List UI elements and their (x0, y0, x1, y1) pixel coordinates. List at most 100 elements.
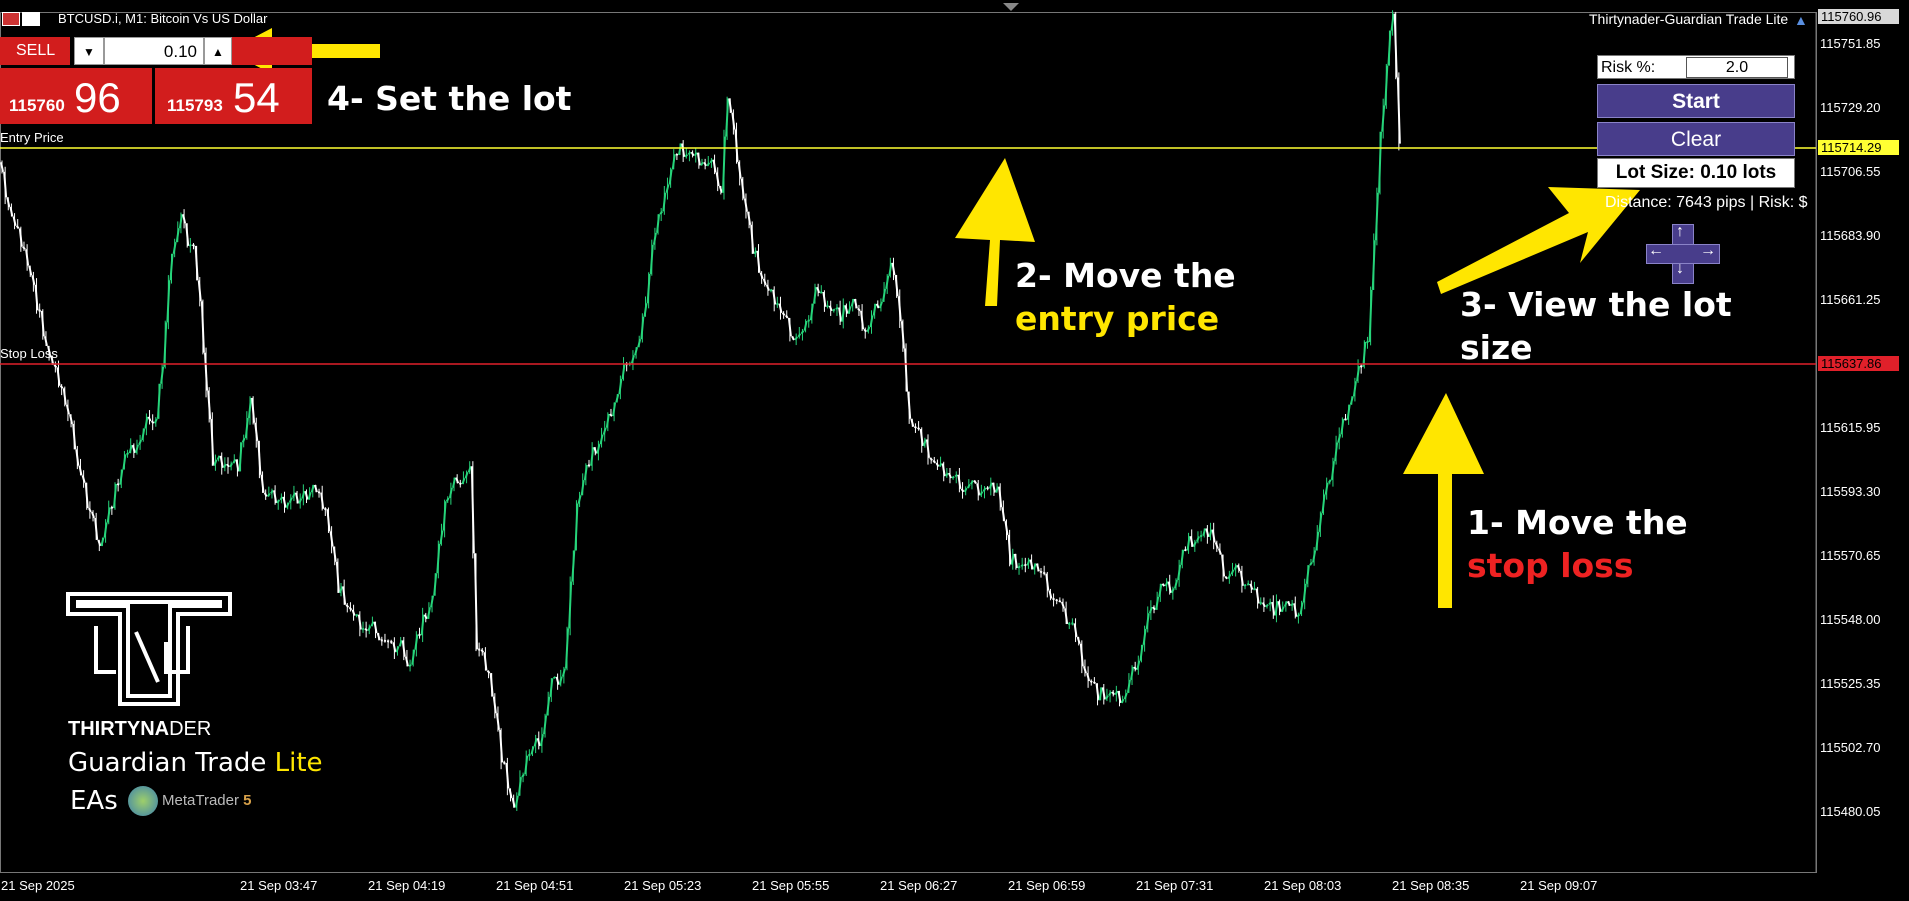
candle-body-up (1387, 30, 1392, 66)
candle-body-down (1042, 571, 1046, 575)
candle-body-down (185, 223, 190, 246)
step2-annotation-line1: 2- Move the (1015, 256, 1236, 295)
candle-body-up (1108, 691, 1112, 697)
candle-body-up (982, 487, 987, 493)
candle-body-down (88, 507, 92, 513)
candle-body-up (995, 486, 1000, 493)
candle-body-down (844, 304, 849, 314)
candle-body-up (866, 326, 871, 333)
candle-body-up (464, 471, 469, 479)
candle-body-down (750, 224, 755, 254)
candle-body-down (1111, 691, 1116, 696)
candle-body-down (304, 490, 309, 500)
chart-menu-icon[interactable] (2, 12, 20, 26)
arrow-down-icon[interactable]: ↓ (1676, 260, 1684, 277)
candle-body-down (894, 274, 899, 297)
candle-body-down (1029, 559, 1034, 570)
candle-body-down (1117, 690, 1122, 704)
buy-button[interactable] (232, 37, 312, 65)
candle-body-up (835, 306, 839, 310)
candle-body-up (166, 280, 171, 323)
candle-body-up (395, 645, 400, 653)
candle-body-up (1265, 603, 1269, 608)
candle-body-up (596, 443, 601, 454)
candle-body-down (762, 278, 767, 286)
arrow-left-icon[interactable]: ← (1648, 242, 1664, 259)
candle-body-down (1211, 529, 1216, 543)
candle-body-up (339, 586, 343, 594)
risk-input[interactable]: 2.0 (1686, 57, 1788, 78)
sell-price-box[interactable]: 115760 96 (0, 68, 152, 124)
candle-body-down (772, 289, 777, 305)
candle-body-down (25, 249, 30, 266)
lot-decrease-button[interactable]: ▼ (74, 37, 104, 65)
candle-body-up (1274, 601, 1279, 616)
candle-body-down (194, 245, 199, 281)
move-pad[interactable]: ↑ ↓ ← → (1646, 223, 1720, 284)
candle-body-down (1217, 548, 1222, 555)
start-button[interactable]: Start (1597, 84, 1795, 118)
sell-button[interactable]: SELL (0, 37, 70, 65)
window-menu-icons[interactable] (0, 8, 40, 28)
candle-body-up (753, 250, 758, 255)
candle-body-up (119, 469, 124, 485)
buy-price-box[interactable]: 115793 54 (155, 68, 312, 124)
candle-body-down (404, 656, 409, 667)
candle-body-up (700, 161, 704, 166)
arrow-right-icon[interactable]: → (1700, 242, 1716, 259)
candle-body-down (1167, 581, 1172, 594)
candle-body-down (53, 364, 58, 369)
candle-body-up (514, 795, 519, 808)
candle-body-up (1290, 602, 1294, 607)
candle-body-down (97, 539, 102, 547)
candle-body-up (301, 490, 306, 499)
candle-body-down (860, 310, 865, 330)
candle-body-up (552, 676, 557, 680)
lot-input[interactable]: 0.10 (104, 37, 204, 65)
stop-price-tag[interactable]: 115637.86 (1818, 356, 1899, 371)
candle-body-down (78, 465, 83, 476)
candle-body-down (1271, 601, 1276, 616)
candle-body-down (1133, 666, 1138, 671)
candle-body-up (706, 162, 711, 167)
candle-body-down (1035, 563, 1040, 572)
candle-body-up (452, 477, 456, 488)
candle-body-down (495, 713, 500, 731)
candle-body-down (6, 197, 11, 208)
candle-body-up (630, 354, 635, 364)
price-axis-label: 115480.05 (1820, 804, 1881, 819)
candle-body-down (1039, 570, 1043, 574)
candle-body-down (59, 385, 64, 389)
candle-body-up (1296, 613, 1301, 618)
candle-body-down (948, 472, 952, 479)
time-axis-label: 21 Sep 2025 (1, 878, 75, 893)
candle-body-up (414, 634, 419, 650)
lot-increase-button[interactable]: ▲ (204, 37, 232, 65)
candle-body-up (156, 383, 161, 419)
arrow-up-right-icon (1437, 187, 1640, 294)
candle-body-up (1199, 534, 1203, 538)
arrow-up-icon (1403, 393, 1484, 608)
candle-body-down (116, 483, 120, 486)
candle-body-up (1374, 192, 1379, 241)
entry-price-tag[interactable]: 115714.29 (1818, 140, 1899, 155)
candle-body-up (951, 475, 955, 479)
candle-body-up (128, 444, 133, 454)
price-axis-label: 115661.25 (1820, 292, 1881, 307)
candle-body-down (401, 640, 406, 657)
candle-body-up (546, 696, 551, 716)
candle-body-up (433, 573, 438, 596)
candle-body-down (998, 486, 1003, 508)
candle-body-down (932, 459, 937, 464)
candle-body-down (1359, 365, 1363, 368)
candle-body-up (138, 439, 143, 446)
time-axis-label: 21 Sep 05:55 (752, 878, 830, 893)
candle-body-up (605, 413, 610, 428)
clear-button[interactable]: Clear (1597, 122, 1795, 156)
arrow-up-icon[interactable]: ↑ (1676, 223, 1684, 240)
chart-tile-icon[interactable] (22, 12, 40, 26)
price-axis-label: 115729.20 (1820, 100, 1881, 115)
candle-body-down (1064, 608, 1069, 625)
candle-body-down (838, 307, 843, 322)
